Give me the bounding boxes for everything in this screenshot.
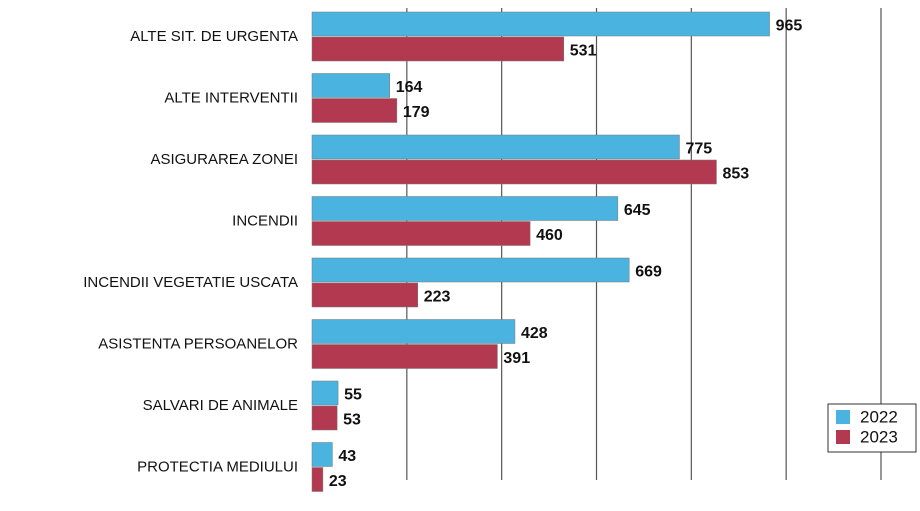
legend-swatch <box>836 410 850 424</box>
bar <box>311 11 770 37</box>
value-label: 23 <box>329 473 347 490</box>
value-label: 460 <box>536 227 563 244</box>
category-label: ASISTENTA PERSOANELOR <box>98 335 298 352</box>
value-label: 179 <box>403 104 430 121</box>
bar <box>311 282 418 308</box>
category-label: INCENDII VEGETATIE USCATA <box>83 274 298 291</box>
value-label: 55 <box>344 387 362 404</box>
category-label: ASIGURAREA ZONEI <box>150 151 298 168</box>
value-label: 53 <box>343 412 361 429</box>
bar <box>311 380 339 406</box>
value-label: 645 <box>624 202 651 219</box>
category-label: INCENDII <box>232 212 298 229</box>
bar <box>311 221 531 246</box>
bar <box>311 257 630 283</box>
value-label: 223 <box>424 289 451 306</box>
legend-label: 2023 <box>860 427 898 446</box>
bar <box>311 159 717 185</box>
legend-label: 2022 <box>860 407 898 426</box>
bar <box>311 36 565 62</box>
bar <box>311 196 619 221</box>
bar <box>311 344 498 369</box>
bar <box>311 442 333 467</box>
value-label: 775 <box>685 141 712 158</box>
bar <box>311 73 391 98</box>
value-label: 164 <box>396 79 423 96</box>
legend-swatch <box>836 430 850 444</box>
value-label: 853 <box>722 166 749 183</box>
category-label: ALTE INTERVENTII <box>164 89 298 106</box>
category-label: PROTECTIA MEDIULUI <box>137 458 298 475</box>
bar <box>311 319 516 344</box>
value-label: 391 <box>503 350 530 367</box>
value-label: 669 <box>635 264 662 281</box>
bar <box>311 405 338 431</box>
category-label: ALTE SIT. DE URGENTA <box>130 28 298 45</box>
value-label: 428 <box>521 325 548 342</box>
value-label: 43 <box>338 448 356 465</box>
value-label: 965 <box>776 18 803 35</box>
value-label: 531 <box>570 43 597 60</box>
bar <box>311 467 324 492</box>
bar <box>311 134 680 160</box>
category-label: SALVARI DE ANIMALE <box>143 397 298 414</box>
bar <box>311 98 398 123</box>
